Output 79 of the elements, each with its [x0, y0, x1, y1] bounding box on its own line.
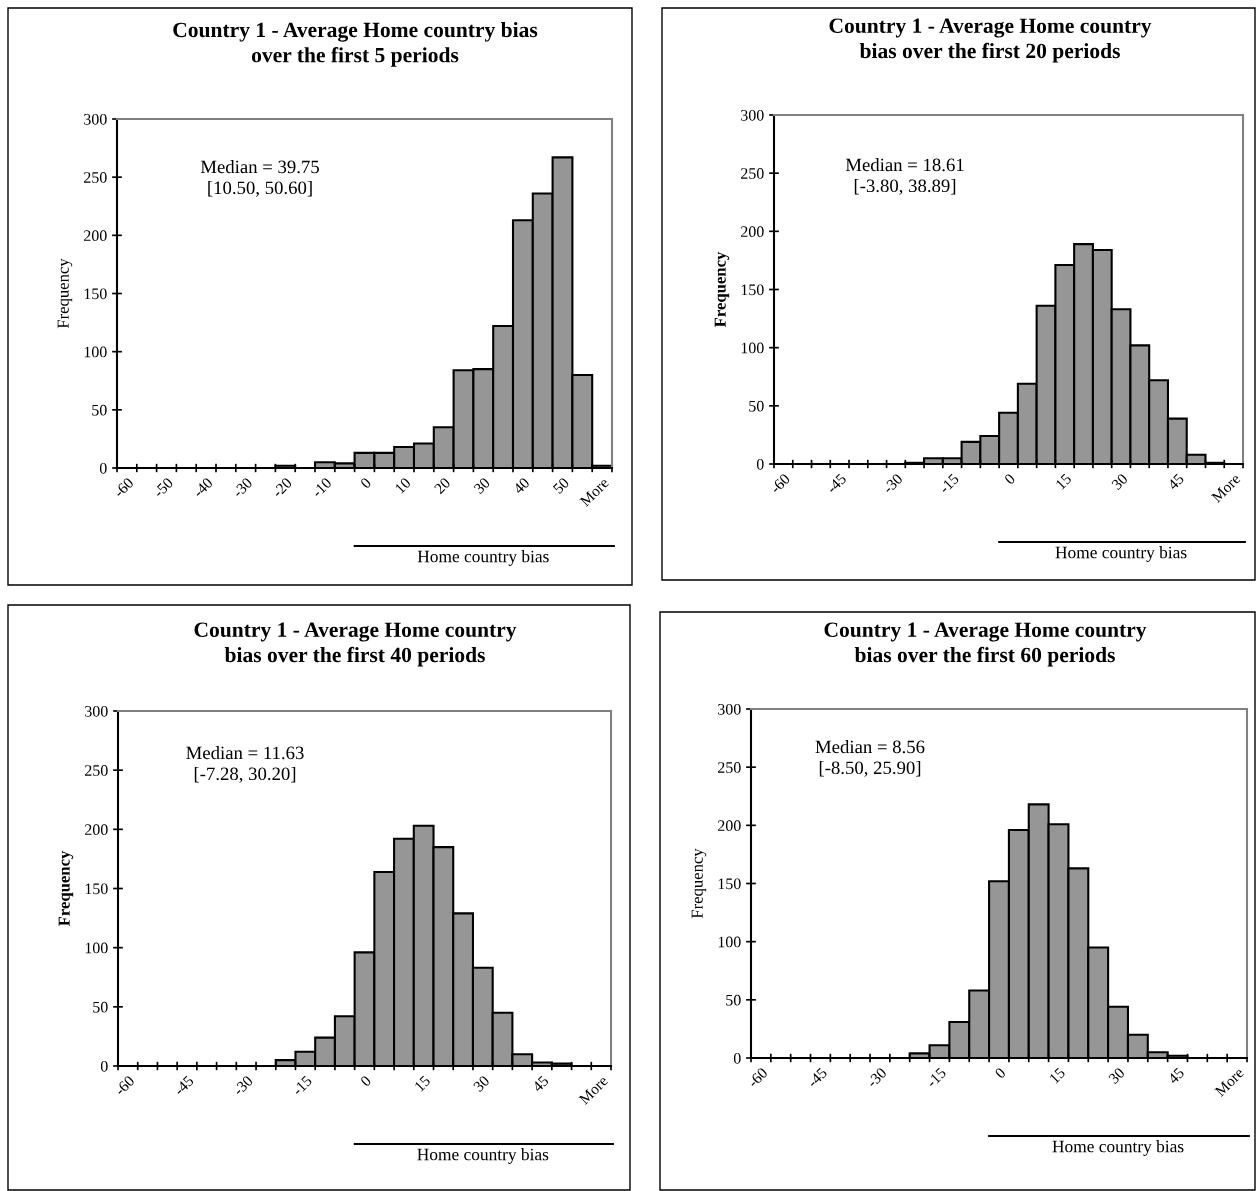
- x-tick-label: -60: [769, 473, 791, 494]
- x-tick-label: -30: [232, 477, 253, 498]
- x-axis-title: Home country bias: [417, 1148, 549, 1164]
- y-axis-title: Frequency: [691, 848, 707, 919]
- y-tick-label: 300: [85, 705, 108, 717]
- y-tick-label: 300: [718, 703, 741, 715]
- x-tick-label: 10: [394, 477, 412, 494]
- y-tick-label: 100: [741, 342, 764, 354]
- y-tick-label: 200: [718, 820, 741, 832]
- y-tick-label: 100: [718, 936, 741, 948]
- y-tick-label: 300: [84, 113, 107, 125]
- y-tick-label: 250: [741, 168, 764, 179]
- annotation: Median = 11.63 [-7.28, 30.20]: [186, 746, 304, 783]
- y-tick-label: 150: [718, 878, 741, 890]
- x-tick-label: -45: [173, 1075, 195, 1096]
- x-tick-label: 45: [1167, 1067, 1185, 1085]
- x-tick-label: -60: [113, 477, 135, 498]
- x-tick-label: 15: [414, 1075, 431, 1092]
- x-tick-label: -10: [311, 477, 333, 498]
- x-tick-label: 30: [473, 477, 491, 495]
- annotation: Median = 8.56 [-8.50, 25.90]: [815, 740, 925, 777]
- x-tick-label: -45: [806, 1067, 828, 1088]
- x-tick-label: 50: [552, 477, 570, 495]
- chart-title: Country 1 - Average Home country bias over the first 5 periods: [173, 22, 538, 67]
- chart-title: Country 1 - Average Home country bias over the first 40 periods: [194, 622, 517, 667]
- x-tick-label: -30: [232, 1075, 254, 1096]
- x-tick-label: 0: [359, 1075, 372, 1087]
- y-tick-label: 150: [84, 288, 107, 300]
- x-tick-label: 0: [994, 1067, 1007, 1079]
- x-tick-label: 45: [531, 1075, 550, 1093]
- x-axis-title: Home country bias: [1052, 1140, 1184, 1156]
- x-tick-label: -60: [747, 1067, 769, 1088]
- x-tick-label: 15: [1055, 473, 1072, 490]
- x-tick-label: 30: [472, 1075, 491, 1093]
- x-tick-label: 30: [1111, 473, 1129, 491]
- annotation: Median = 18.61 [-3.80, 38.89]: [845, 158, 964, 195]
- y-axis-title: Frequency: [58, 850, 74, 927]
- y-tick-label: 250: [84, 172, 107, 183]
- y-tick-label: 300: [741, 109, 764, 121]
- y-tick-label: 200: [84, 230, 107, 242]
- x-tick-label: 30: [1108, 1067, 1126, 1085]
- y-tick-label: 200: [85, 824, 108, 836]
- y-tick-label: 150: [741, 284, 764, 296]
- x-tick-label: 45: [1167, 473, 1185, 491]
- x-tick-label: -40: [192, 477, 214, 498]
- y-tick-label: 50: [749, 400, 764, 412]
- x-tick-label: -15: [938, 473, 960, 494]
- y-tick-label: 150: [85, 883, 108, 895]
- x-tick-label: 40: [512, 477, 531, 495]
- x-tick-label: -20: [271, 477, 293, 498]
- x-tick-label: -45: [826, 473, 847, 494]
- y-tick-label: 0: [733, 1052, 741, 1064]
- y-axis-title: Frequency: [714, 251, 730, 328]
- x-tick-label: -60: [114, 1075, 136, 1096]
- chart-title: Country 1 - Average Home country bias over the first 60 periods: [824, 622, 1147, 667]
- y-tick-label: 200: [741, 226, 764, 238]
- x-tick-label: -30: [866, 1067, 888, 1088]
- y-tick-label: 50: [726, 994, 741, 1006]
- y-tick-label: 250: [718, 762, 741, 773]
- x-tick-label: 0: [359, 477, 372, 489]
- y-tick-label: 250: [85, 765, 108, 776]
- x-tick-label: 20: [433, 477, 451, 495]
- x-tick-label: -15: [291, 1075, 313, 1096]
- x-axis-title: Home country bias: [417, 550, 549, 566]
- chart-title: Country 1 - Average Home country bias over the first 20 periods: [829, 18, 1152, 63]
- y-tick-label: 50: [93, 1001, 108, 1013]
- x-tick-label: -15: [925, 1067, 947, 1088]
- x-tick-label: 15: [1049, 1067, 1066, 1084]
- x-axis-title: Home country bias: [1055, 546, 1187, 562]
- y-tick-label: 50: [92, 404, 107, 416]
- y-tick-label: 100: [84, 346, 107, 358]
- x-tick-label: -30: [882, 473, 904, 494]
- x-tick-label: 0: [1003, 473, 1016, 485]
- y-axis-title: Frequency: [57, 258, 73, 329]
- annotation: Median = 39.75 [10.50, 50.60]: [200, 160, 319, 197]
- x-tick-label: -50: [152, 477, 174, 498]
- y-tick-label: 0: [99, 462, 107, 474]
- y-tick-label: 100: [85, 942, 108, 954]
- y-tick-label: 0: [756, 458, 764, 470]
